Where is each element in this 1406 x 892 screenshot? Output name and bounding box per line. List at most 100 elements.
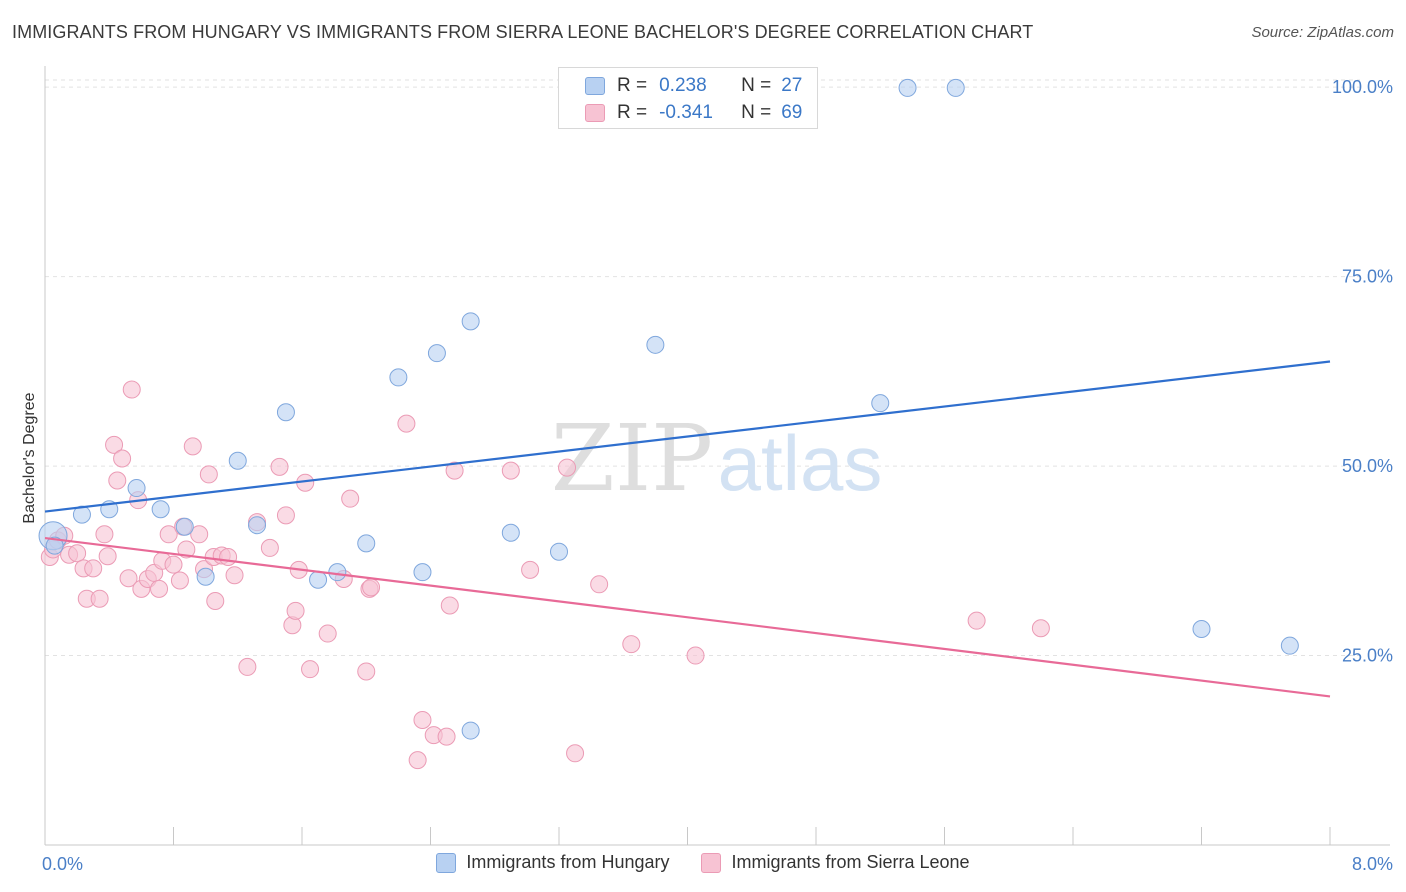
hungary-point[interactable] [413,563,432,582]
source-note: Source: ZipAtlas.com [1251,24,1394,41]
sierra-leone-point[interactable] [84,559,103,578]
hungary-point[interactable] [427,344,446,363]
sierra-leone-point[interactable] [122,380,141,399]
hungary-point[interactable] [276,403,295,422]
sierra-leone-point[interactable] [501,461,520,480]
hungary-point[interactable] [1192,620,1211,639]
y-tick-label: 50.0% [1342,456,1393,476]
watermark-atlas: atlas [718,419,883,507]
hungary-point[interactable] [501,523,520,542]
sierra-leone-point[interactable] [199,465,218,484]
sierra-leone-point[interactable] [397,414,416,433]
sierra-leone-point[interactable] [558,458,577,477]
sierra-leone-point[interactable] [150,579,169,598]
sierra-leone-point[interactable] [95,525,114,544]
sierra-leone-point[interactable] [521,560,540,579]
x-tick-min: 0.0% [42,854,83,874]
sierra-leone-point[interactable] [90,589,109,608]
sierra-leone-point[interactable] [270,457,289,476]
sierra-leone-point[interactable] [566,744,585,763]
hungary-point[interactable] [248,516,267,535]
legend-n-label: N = [741,102,772,123]
sierra-leone-point[interactable] [440,596,459,615]
sierra-leone-point[interactable] [238,657,257,676]
legend-r-label: R = [617,75,648,96]
sierra-leone-point[interactable] [159,525,178,544]
hungary-point[interactable] [1280,636,1299,655]
sierra-leone-point[interactable] [219,548,238,567]
sierra-leone-point[interactable] [98,547,117,566]
sierra-leone-point[interactable] [276,506,295,525]
grid [45,79,1360,657]
hungary-point[interactable] [196,567,215,586]
hungary-point[interactable] [871,394,890,413]
y-tick-label: 100.0% [1332,77,1393,97]
sierra-leone-point[interactable] [113,449,132,468]
y-tick-label: 75.0% [1342,267,1393,287]
sierra-leone-point[interactable] [408,751,427,770]
legend-n-value: 69 [781,102,803,123]
sierra-leone-point[interactable] [206,591,225,610]
sierra-leone-point[interactable] [590,575,609,594]
sierra-leone-point[interactable] [362,578,381,597]
hungary-point[interactable] [175,517,194,536]
series-label-sierra-leone: Immigrants from Sierra Leone [731,852,970,872]
series-swatch-sierra-leone [701,852,722,873]
chart-title: IMMIGRANTS FROM HUNGARY VS IMMIGRANTS FR… [12,22,1034,42]
sierra-leone-point[interactable] [260,538,279,557]
sierra-leone-point[interactable] [183,437,202,456]
hungary-point[interactable] [461,312,480,331]
y-tick-labels: 25.0% 50.0% 75.0% 100.0% [1332,77,1393,665]
hungary-point[interactable] [646,335,665,354]
sierra-leone-point[interactable] [286,601,305,620]
sierra-leone-point[interactable] [225,566,244,585]
hungary-point[interactable] [72,505,91,524]
x-tick-max: 8.0% [1352,854,1393,874]
hungary-point[interactable] [898,78,917,97]
legend-row-sierra-leone: R = -0.341 N = 69 [585,100,802,126]
hungary-point[interactable] [461,721,480,740]
hungary-points [38,78,1299,740]
hungary-point[interactable] [946,78,965,97]
legend-r-label: R = [617,102,648,123]
sierra-leone-trend-line [44,536,1331,698]
sierra-leone-point[interactable] [445,461,464,480]
sierra-leone-point[interactable] [686,646,705,665]
sierra-leone-point[interactable] [177,540,196,559]
hungary-point[interactable] [127,479,146,498]
hungary-point[interactable] [151,500,170,519]
sierra-leone-point[interactable] [190,525,209,544]
hungary-point[interactable] [309,570,328,589]
y-tick-label: 25.0% [1342,646,1393,666]
hungary-point[interactable] [45,536,64,555]
series-legend-hungary[interactable]: Immigrants from Hungary [436,852,669,873]
sierra-leone-points [40,380,1050,770]
legend-row-hungary: R = 0.238 N = 27 [585,73,802,99]
sierra-leone-point[interactable] [357,662,376,681]
sierra-leone-point[interactable] [437,727,456,746]
sierra-leone-point[interactable] [301,660,320,679]
sierra-leone-point[interactable] [170,571,189,590]
series-legend: Immigrants from Hungary Immigrants from … [0,852,1406,873]
sierra-leone-point[interactable] [68,544,87,563]
hungary-point[interactable] [389,368,408,387]
sierra-leone-point[interactable] [341,489,360,508]
hungary-point[interactable] [357,534,376,553]
legend-n-value: 27 [781,75,803,96]
hungary-point[interactable] [228,451,247,470]
legend-r-value: -0.341 [659,102,713,123]
hungary-point[interactable] [550,542,568,561]
sierra-leone-point[interactable] [1031,619,1050,638]
sierra-leone-point[interactable] [622,635,641,654]
sierra-leone-point[interactable] [413,710,432,729]
series-legend-sierra-leone[interactable]: Immigrants from Sierra Leone [701,852,970,873]
sierra-leone-point[interactable] [108,471,127,490]
sierra-leone-point[interactable] [105,435,124,454]
legend-swatch-sierra-leone [585,104,605,122]
hungary-point[interactable] [328,563,347,582]
legend-n-label: N = [741,75,772,96]
sierra-leone-point[interactable] [164,555,183,574]
sierra-leone-point[interactable] [119,569,138,588]
sierra-leone-point[interactable] [967,611,986,630]
sierra-leone-point[interactable] [318,624,337,643]
